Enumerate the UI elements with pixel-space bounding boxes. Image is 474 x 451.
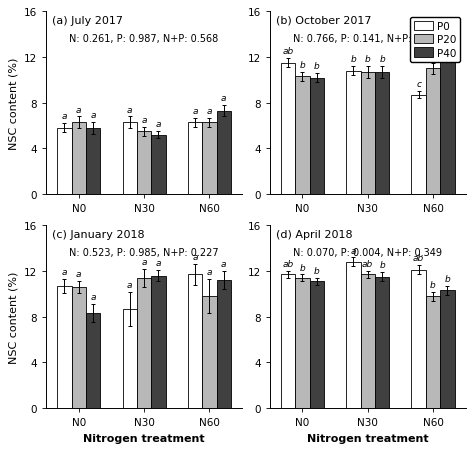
Text: a: a <box>62 267 67 276</box>
Text: a: a <box>127 280 132 289</box>
Bar <box>346 262 361 408</box>
Text: N: 0.261, P: 0.987, N+P: 0.568: N: 0.261, P: 0.987, N+P: 0.568 <box>70 34 219 44</box>
Y-axis label: NSC content (%): NSC content (%) <box>9 57 18 150</box>
Bar <box>72 287 86 408</box>
Text: a: a <box>192 106 198 115</box>
Text: a: a <box>76 105 82 114</box>
Bar <box>151 135 165 194</box>
Y-axis label: NSC content (%): NSC content (%) <box>9 271 18 363</box>
Bar <box>411 96 426 194</box>
Bar <box>137 132 151 194</box>
Bar <box>72 123 86 194</box>
Text: b: b <box>430 280 436 289</box>
Bar <box>137 278 151 408</box>
Text: a: a <box>141 115 147 124</box>
Bar <box>281 275 295 408</box>
Text: a: a <box>141 258 147 267</box>
Bar <box>295 278 310 408</box>
Text: (d) April 2018: (d) April 2018 <box>276 230 352 239</box>
Text: a: a <box>155 120 161 129</box>
Text: a: a <box>62 112 67 121</box>
Text: (b) October 2017: (b) October 2017 <box>276 16 371 26</box>
Text: b: b <box>365 55 371 64</box>
Text: N: 0.070, P: 0.004, N+P: 0.349: N: 0.070, P: 0.004, N+P: 0.349 <box>293 248 442 258</box>
Bar <box>86 313 100 408</box>
Text: a: a <box>127 105 132 114</box>
Text: c: c <box>416 80 421 89</box>
Text: ab: ab <box>362 260 374 269</box>
Text: a: a <box>155 258 161 267</box>
Bar <box>217 281 231 408</box>
Bar <box>281 64 295 194</box>
Text: (c) January 2018: (c) January 2018 <box>52 230 145 239</box>
Text: a: a <box>445 36 450 45</box>
Bar <box>151 276 165 408</box>
Bar <box>217 111 231 194</box>
Text: a: a <box>76 270 82 279</box>
Bar <box>295 77 310 194</box>
Bar <box>361 275 375 408</box>
Text: b: b <box>379 261 385 270</box>
Bar <box>346 72 361 194</box>
Text: b: b <box>445 275 450 283</box>
Text: a: a <box>207 267 212 276</box>
Bar <box>123 309 137 408</box>
Bar <box>202 296 217 408</box>
Bar <box>310 282 324 408</box>
Text: ab: ab <box>413 254 424 263</box>
Bar <box>440 52 455 194</box>
Bar <box>426 296 440 408</box>
Text: b: b <box>314 62 319 71</box>
Text: a: a <box>192 253 198 262</box>
Text: b: b <box>300 263 305 272</box>
Bar <box>188 123 202 194</box>
Text: a: a <box>207 106 212 115</box>
Text: ab: ab <box>283 260 294 269</box>
Bar <box>57 129 72 194</box>
Legend: P0, P20, P40: P0, P20, P40 <box>410 18 460 63</box>
Text: N: 0.523, P: 0.985, N+P: 0.227: N: 0.523, P: 0.985, N+P: 0.227 <box>69 248 219 258</box>
Text: a: a <box>221 94 227 103</box>
Text: b: b <box>314 267 319 276</box>
Text: a: a <box>351 246 356 255</box>
Text: b: b <box>379 55 385 64</box>
Text: b: b <box>430 52 436 61</box>
Text: a: a <box>91 293 96 302</box>
Bar <box>86 129 100 194</box>
Bar <box>440 291 455 408</box>
X-axis label: Nitrogen treatment: Nitrogen treatment <box>83 433 205 443</box>
Text: b: b <box>300 61 305 70</box>
Text: a: a <box>91 111 96 120</box>
X-axis label: Nitrogen treatment: Nitrogen treatment <box>307 433 428 443</box>
Bar <box>202 123 217 194</box>
Text: a: a <box>221 260 227 269</box>
Bar <box>57 286 72 408</box>
Text: b: b <box>350 55 356 64</box>
Text: ab: ab <box>283 47 294 56</box>
Bar <box>123 123 137 194</box>
Bar <box>375 73 389 194</box>
Bar <box>361 73 375 194</box>
Bar <box>375 277 389 408</box>
Text: (a) July 2017: (a) July 2017 <box>52 16 123 26</box>
Bar <box>411 270 426 408</box>
Text: N: 0.766, P: 0.141, N+P: 0.000: N: 0.766, P: 0.141, N+P: 0.000 <box>293 34 442 44</box>
Bar <box>188 275 202 408</box>
Bar <box>310 78 324 194</box>
Bar <box>426 69 440 194</box>
